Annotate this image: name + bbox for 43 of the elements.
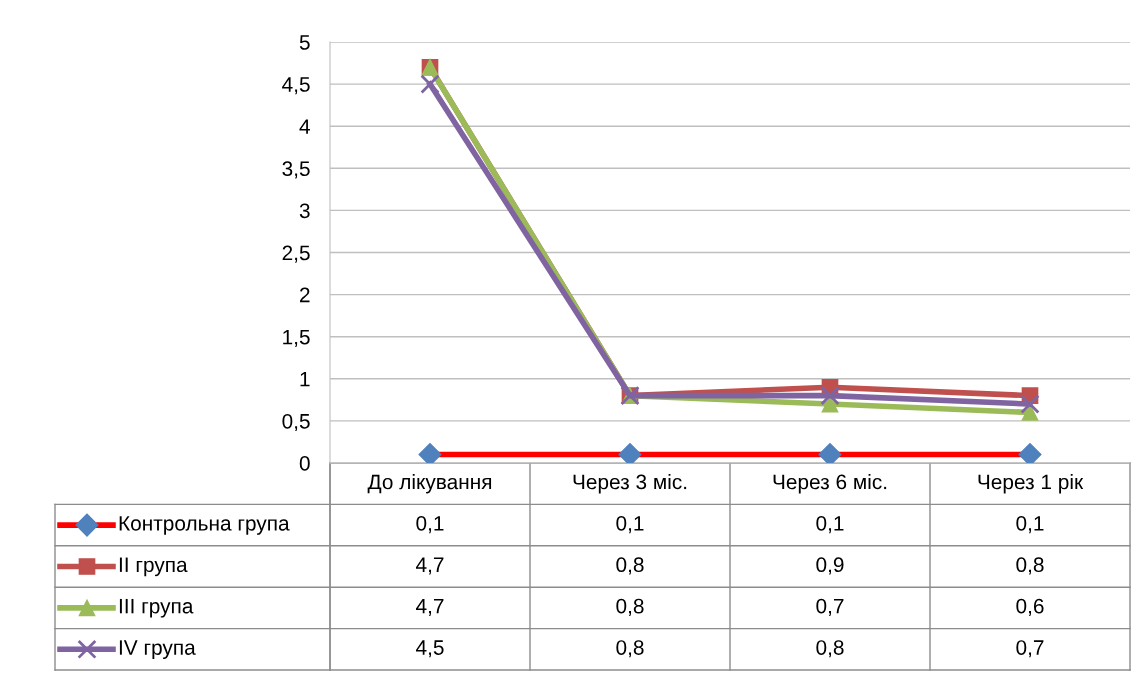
y-tick-label: 2,5 [282,245,310,263]
y-tick-label: 2 [300,287,310,303]
data-label: 0,8 [1016,557,1044,575]
point [1020,394,1040,414]
legend-label: III група [119,598,194,618]
data-label: 0,8 [616,598,644,616]
y-tick-label: 0,5 [282,413,310,432]
y-tick-label: 3 [299,203,310,219]
data-label: 0,9 [816,557,844,575]
y-tick-label: 5 [299,35,310,50]
point [420,74,440,94]
data-label: 0,1 [1016,515,1044,534]
point [1021,404,1039,421]
legend-label: Контрольна група [119,516,290,535]
y-tick-label: 4 [299,119,310,134]
legend-label: IV група [119,640,196,660]
point [818,443,842,463]
x-tick-label: Через 3 міс. [573,473,687,494]
data-label: 0,1 [416,515,444,534]
y-tick-label: 1,5 [283,329,310,347]
y-tick-label: 3,5 [282,161,310,179]
data-label: 4,5 [416,640,444,658]
point [618,443,642,463]
data-label: 0,6 [1016,598,1044,616]
point [418,443,442,463]
data-label: 4,7 [416,557,444,575]
data-label: 0,7 [816,598,844,616]
data-label: 0,8 [816,640,844,658]
y-tick-label: 0 [299,456,310,471]
data-label: 4,7 [416,598,444,616]
x-tick-label: До лікування [367,473,492,494]
data-label: 0,8 [616,557,644,575]
data-label: 0,7 [1016,640,1044,658]
y-tick-label: 1 [300,372,310,387]
y-tick-label: 4,5 [282,77,310,95]
point [1018,443,1042,463]
x-tick-label: Через 1 рік [978,473,1084,494]
data-label: 0,1 [816,515,844,534]
legend-label: II група [119,557,188,577]
x-tick-label: Через 6 міс. [773,473,887,494]
data-label: 0,8 [616,640,644,658]
point [820,385,840,406]
data-label: 0,1 [616,515,644,534]
